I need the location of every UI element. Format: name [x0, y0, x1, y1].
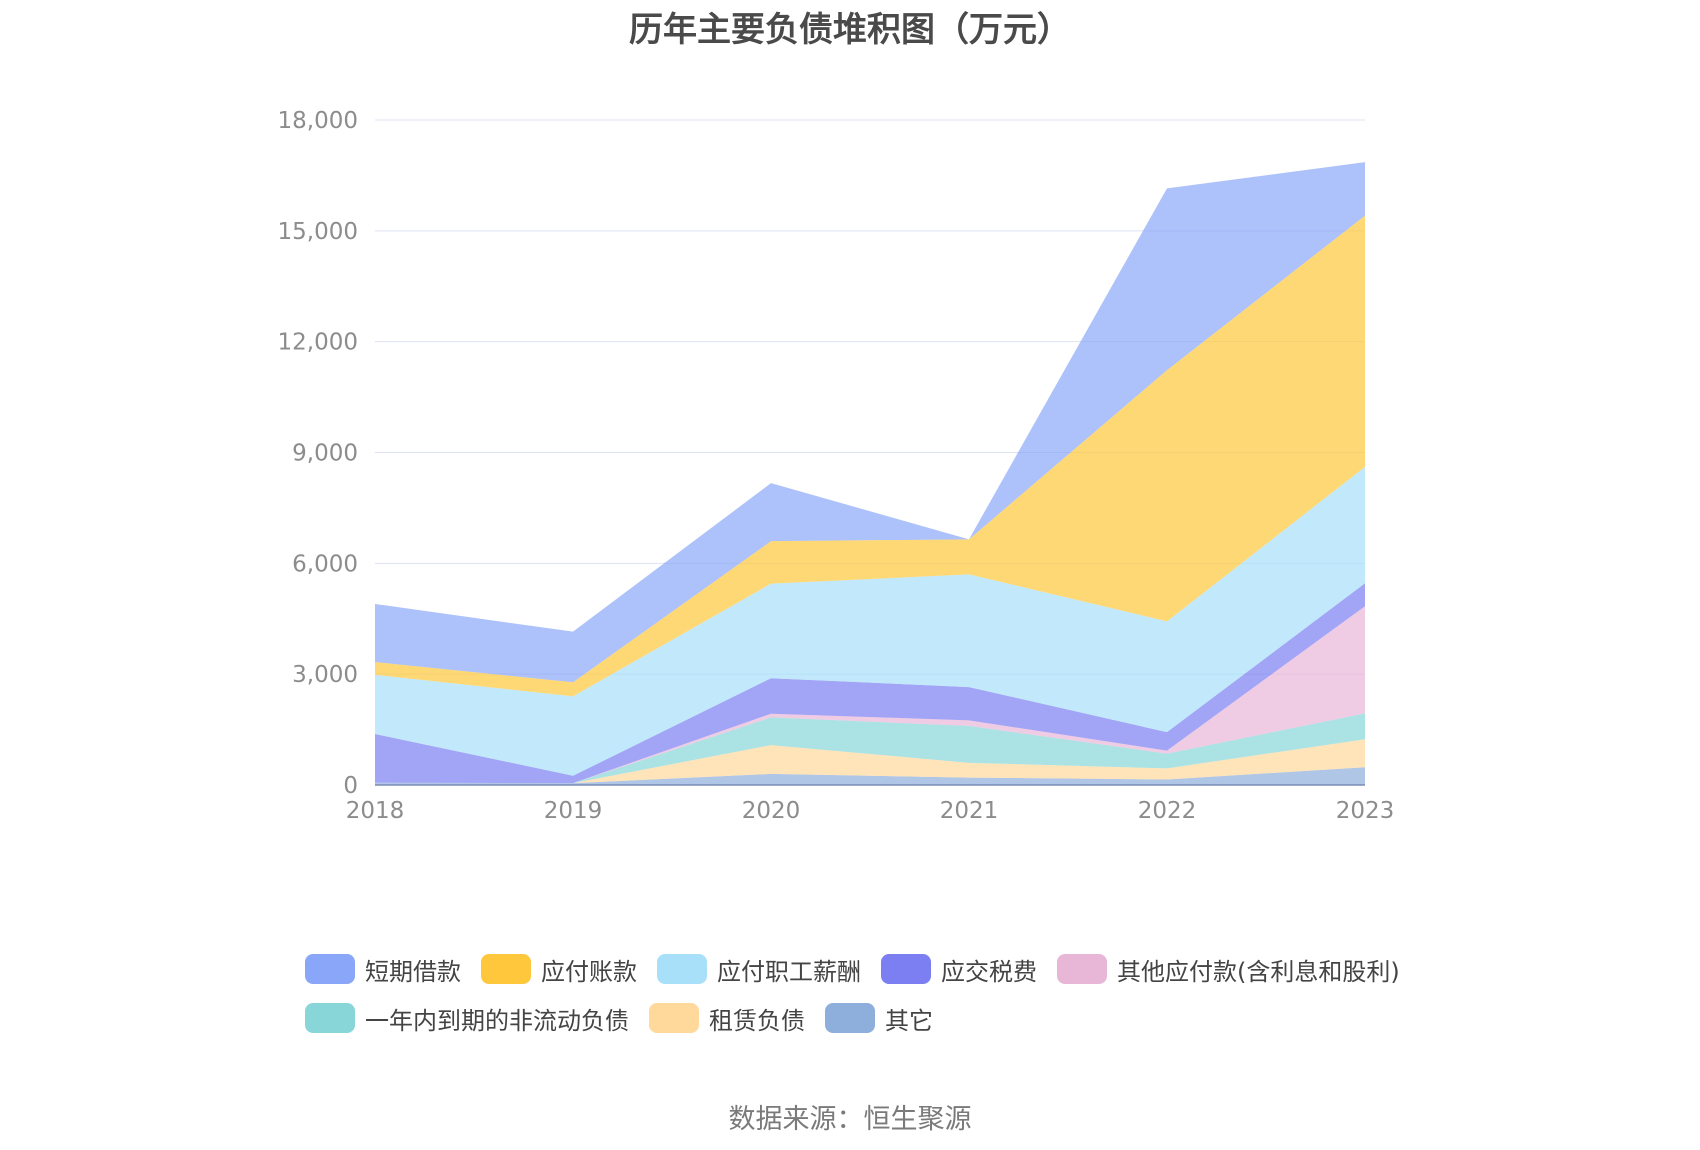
area-series-7[interactable] — [375, 162, 1365, 683]
x-tick-label: 2022 — [1138, 798, 1197, 824]
legend-item-short-term-loans[interactable]: 短期借款 — [305, 952, 461, 987]
area-series-6[interactable] — [375, 215, 1365, 697]
area-series-1[interactable] — [375, 739, 1365, 784]
legend-label: 其他应付款(含利息和股利) — [1117, 957, 1400, 986]
area-series-4[interactable] — [375, 583, 1365, 784]
legend-item-taxes-payable[interactable]: 应交税费 — [881, 952, 1037, 987]
legend-item-other-payables[interactable]: 其他应付款(含利息和股利) — [1057, 952, 1400, 987]
y-tick-label: 15,000 — [278, 219, 358, 245]
y-tick-label: 18,000 — [278, 108, 358, 134]
area-series-2[interactable] — [375, 713, 1365, 784]
stacked-area-chart: 0 3,000 6,000 9,000 12,000 15,000 18,000 2018 20… — [278, 108, 1395, 824]
x-tick-label: 2019 — [544, 798, 603, 824]
chart-title: 历年主要负债堆积图（万元） — [629, 10, 1071, 50]
legend-swatch — [657, 954, 707, 984]
x-tick-label: 2018 — [346, 798, 405, 824]
y-tick-label: 12,000 — [278, 330, 358, 356]
legend-swatch — [481, 954, 531, 984]
legend-row-1: 短期借款 应付账款 应付职工薪酬 应交税费 其他应付款(含利息和股利) — [305, 952, 1435, 987]
legend-label: 一年内到期的非流动负债 — [365, 1006, 629, 1035]
legend-swatch — [1057, 954, 1107, 984]
legend-label: 应交税费 — [941, 957, 1037, 986]
x-tick-label: 2020 — [742, 798, 801, 824]
y-tick-label: 0 — [343, 773, 358, 799]
y-tick-label: 9,000 — [292, 441, 358, 467]
legend-label: 短期借款 — [365, 957, 461, 986]
legend-label: 应付账款 — [541, 957, 637, 986]
legend-swatch — [649, 1003, 699, 1033]
x-tick-label: 2021 — [940, 798, 999, 824]
legend-item-lease-liabilities[interactable]: 租赁负债 — [649, 1001, 805, 1036]
area-series-5[interactable] — [375, 466, 1365, 776]
x-tick-label: 2023 — [1336, 798, 1395, 824]
legend-label: 租赁负债 — [709, 1006, 805, 1035]
legend-label: 其它 — [885, 1006, 933, 1035]
legend-label: 应付职工薪酬 — [717, 957, 861, 986]
chart-legend: 短期借款 应付账款 应付职工薪酬 应交税费 其他应付款(含利息和股利) 一年内到… — [305, 953, 1435, 1051]
legend-row-2: 一年内到期的非流动负债 租赁负债 其它 — [305, 1001, 1435, 1036]
legend-item-current-noncurrent-liabilities[interactable]: 一年内到期的非流动负债 — [305, 1001, 629, 1036]
y-tick-label: 3,000 — [292, 662, 358, 688]
data-source: 数据来源：恒生聚源 — [728, 1104, 972, 1135]
y-tick-label: 6,000 — [292, 551, 358, 577]
legend-swatch — [305, 1003, 355, 1033]
legend-item-others[interactable]: 其它 — [825, 1001, 933, 1036]
legend-item-payroll-payable[interactable]: 应付职工薪酬 — [657, 952, 861, 987]
legend-item-accounts-payable[interactable]: 应付账款 — [481, 952, 637, 987]
area-series-0[interactable] — [375, 767, 1365, 785]
legend-swatch — [881, 954, 931, 984]
legend-swatch — [305, 954, 355, 984]
legend-swatch — [825, 1003, 875, 1033]
